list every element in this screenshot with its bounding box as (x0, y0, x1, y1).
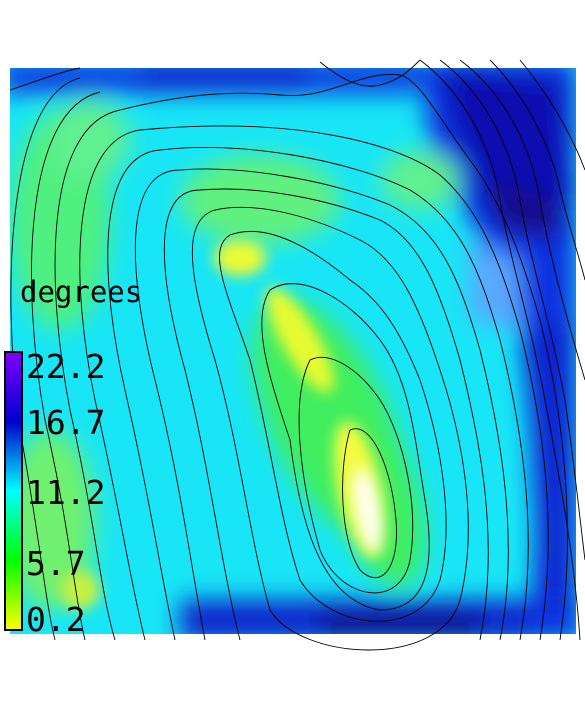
colorbar-tick-0-2: 0.2 (26, 600, 86, 639)
colorbar-tick-5-7: 5.7 (26, 544, 86, 583)
colorbar-tick-16-7: 16.7 (26, 403, 105, 442)
colorbar-gradient (4, 351, 23, 631)
colorbar-tick-11-2: 11.2 (26, 473, 105, 512)
colorbar: degrees 22.2 16.7 11.2 5.7 0.2 (4, 275, 142, 639)
heatmap-field (10, 68, 576, 634)
colorbar-label: degrees (20, 275, 142, 309)
contour-lines (9, 59, 585, 651)
colorbar-tick-22-2: 22.2 (26, 347, 105, 386)
